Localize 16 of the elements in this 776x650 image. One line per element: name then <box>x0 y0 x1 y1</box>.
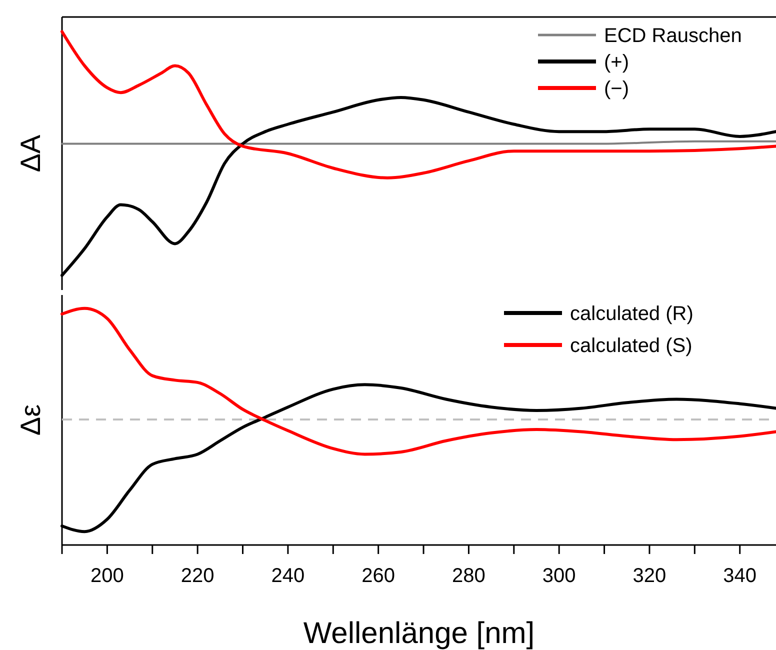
x-tick-label: 300 <box>542 565 576 587</box>
y-axis-title: Δε <box>15 404 46 436</box>
legend-label: calculated (R) <box>570 303 694 325</box>
legend-label: calculated (S) <box>570 335 692 357</box>
x-tick-label: 260 <box>362 565 396 587</box>
legend-label: (+) <box>604 52 629 74</box>
x-tick-label: 320 <box>632 565 666 587</box>
legend-label: (−) <box>604 78 629 100</box>
x-tick-label: 280 <box>452 565 486 587</box>
y-axis-title: ΔA <box>15 134 46 172</box>
x-tick-label: 240 <box>271 565 305 587</box>
legend-label: ECD Rauschen <box>604 25 742 47</box>
x-tick-label: 200 <box>90 565 124 587</box>
x-axis-title: Wellenlänge [nm] <box>303 617 535 650</box>
x-tick-label: 340 <box>723 565 757 587</box>
x-tick-label: 220 <box>180 565 214 587</box>
